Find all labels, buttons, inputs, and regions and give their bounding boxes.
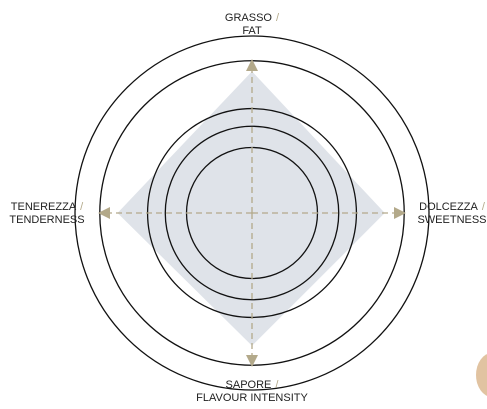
axis-label-it: DOLCEZZA xyxy=(419,201,478,213)
data-area xyxy=(117,71,385,346)
axis-label-it: GRASSO xyxy=(225,12,273,24)
grid-ring xyxy=(164,125,340,301)
axis-label-en: FLAVOUR INTENSITY xyxy=(196,392,308,404)
axis-label-separator: / xyxy=(80,201,84,213)
axis-label: TENEREZZA / xyxy=(11,201,84,213)
axis-label-it: TENEREZZA xyxy=(11,201,77,213)
axis-label: SAPORE / xyxy=(226,379,280,391)
axis-arrow xyxy=(98,207,110,219)
axis-label-en: TENDERNESS xyxy=(9,214,84,226)
grid-ring xyxy=(74,35,430,391)
axis-arrow xyxy=(246,355,258,367)
axis-label-separator: / xyxy=(275,379,279,391)
axis-label-it: SAPORE xyxy=(226,379,272,391)
axis-arrow xyxy=(246,59,258,71)
axis-arrow xyxy=(394,207,406,219)
axis-label-en: FAT xyxy=(242,25,262,37)
axis-label: GRASSO / xyxy=(225,12,280,24)
axis-label-separator: / xyxy=(276,12,280,24)
axis-label: DOLCEZZA / xyxy=(419,201,486,213)
axis-label-separator: / xyxy=(482,201,486,213)
axis-label-en: SWEETNESS xyxy=(417,214,486,226)
corner-decoration xyxy=(476,354,487,396)
